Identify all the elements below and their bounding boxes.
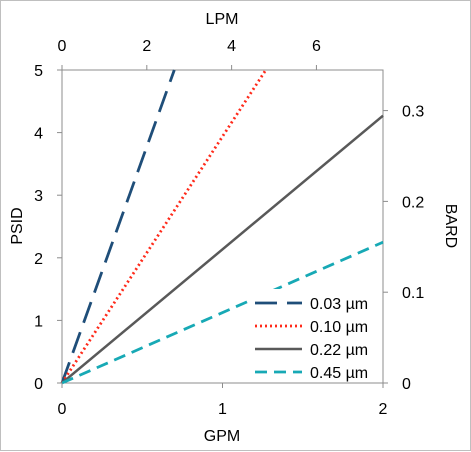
y-tick-label: 3 <box>34 188 43 205</box>
x2-axis-title: LPM <box>206 11 239 28</box>
series-line-2 <box>60 69 267 384</box>
x-tick-label: 0 <box>58 401 67 418</box>
series-line-4 <box>61 240 384 385</box>
y2-tick-label: 0.2 <box>402 194 424 211</box>
x2-tick-label: 0 <box>58 38 67 55</box>
legend-label: 0.03 µm <box>310 296 368 313</box>
y-tick-label: 5 <box>34 63 43 80</box>
y-tick-label: 2 <box>34 251 43 268</box>
x2-tick-label: 6 <box>312 38 321 55</box>
y2-tick-label: 0.1 <box>402 285 424 302</box>
y2-tick-label: 0 <box>402 376 411 393</box>
x-tick-label: 1 <box>218 401 227 418</box>
legend-label: 0.22 µm <box>310 342 368 359</box>
x2-tick-label: 4 <box>227 38 236 55</box>
series-layer <box>60 69 384 385</box>
x-tick-label: 2 <box>379 401 388 418</box>
x2-tick-label: 2 <box>142 38 151 55</box>
legend: 0.03 µm 0.10 µm 0.22 µm 0.45 µm <box>250 289 380 382</box>
y2-axis-title: BARD <box>442 204 459 248</box>
y-tick-label: 0 <box>34 376 43 393</box>
legend-label: 0.45 µm <box>310 365 368 382</box>
series-line-1 <box>60 69 176 384</box>
y2-tick-label: 0.3 <box>402 104 424 121</box>
y-axis-title: PSID <box>9 207 26 244</box>
series-line-3 <box>61 114 384 384</box>
x-axis-title: GPM <box>204 428 240 445</box>
legend-label: 0.10 µm <box>310 319 368 336</box>
y-tick-label: 4 <box>34 126 43 143</box>
y-tick-label: 1 <box>34 313 43 330</box>
